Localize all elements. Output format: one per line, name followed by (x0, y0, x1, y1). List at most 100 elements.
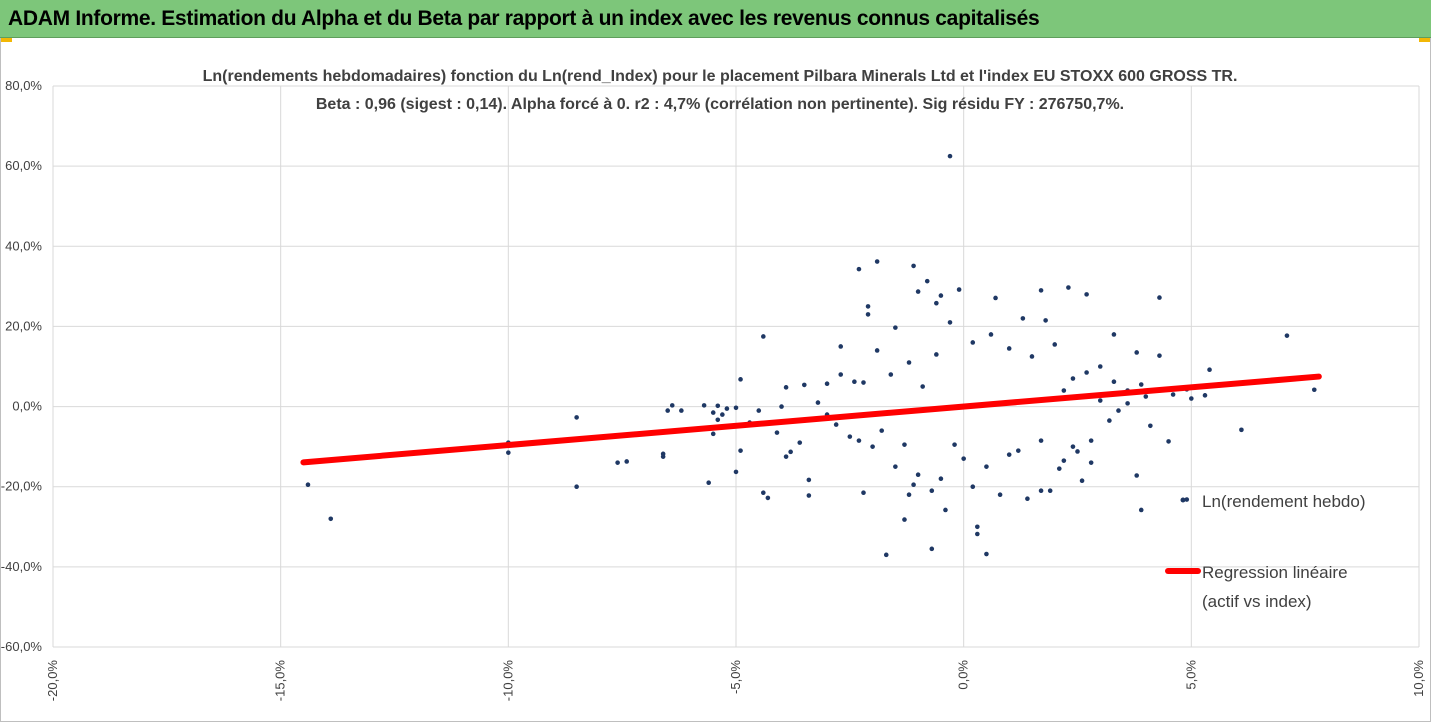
data-point (1116, 408, 1121, 413)
data-point (865, 304, 871, 309)
data-point (1061, 388, 1067, 393)
data-point (715, 417, 721, 423)
data-point (1170, 392, 1176, 397)
data-point (1038, 288, 1044, 293)
data-point (1138, 382, 1144, 387)
data-point (934, 300, 939, 306)
data-point (720, 412, 725, 417)
data-point (1029, 354, 1035, 359)
data-point (761, 334, 766, 339)
data-point (774, 430, 780, 435)
y-tick-label: 20,0% (5, 318, 42, 333)
legend-regression-label-line2: (actif vs index) (1202, 592, 1312, 611)
data-point (893, 464, 898, 469)
report-title: ADAM Informe. Estimation du Alpha et du … (8, 7, 1040, 30)
data-point (879, 428, 885, 433)
data-point (1148, 423, 1153, 429)
data-point (911, 263, 916, 269)
data-point (911, 482, 916, 488)
x-tick-label: 0,0% (956, 660, 971, 690)
data-point (1016, 448, 1021, 453)
data-point (902, 517, 907, 522)
data-point (970, 340, 976, 345)
data-point (906, 492, 912, 498)
data-point (847, 434, 853, 439)
data-point (1084, 292, 1089, 297)
data-point (947, 320, 953, 325)
regression-line (300, 373, 1322, 466)
data-point (706, 480, 711, 486)
data-point (934, 352, 939, 357)
data-point (1038, 488, 1044, 494)
data-point (1070, 376, 1076, 381)
data-point (1061, 458, 1067, 463)
data-point (943, 507, 948, 513)
data-point (783, 385, 789, 390)
data-point (1006, 452, 1012, 457)
data-point (738, 377, 743, 382)
data-point (724, 406, 730, 411)
data-point (906, 360, 912, 365)
data-point (861, 380, 866, 385)
data-point (1097, 364, 1103, 369)
scatter-points (305, 153, 1317, 558)
data-point (1166, 439, 1171, 444)
data-point (679, 408, 684, 413)
data-point (715, 403, 721, 409)
data-point (1043, 318, 1048, 323)
data-point (710, 410, 716, 415)
data-point (1066, 285, 1071, 290)
data-point (833, 422, 839, 427)
regression-line-group (300, 373, 1322, 466)
data-point (1138, 507, 1144, 513)
y-tick-label: 0,0% (12, 399, 42, 414)
data-point (701, 403, 707, 408)
data-point (1284, 333, 1290, 338)
data-point (1134, 473, 1139, 478)
data-point (733, 405, 739, 411)
data-point (975, 531, 980, 537)
data-point (756, 408, 762, 413)
data-point (1111, 332, 1117, 337)
data-point (1079, 478, 1085, 484)
data-point (305, 482, 311, 488)
chart-title-line1: Ln(rendements hebdomadaires) fonction du… (203, 68, 1238, 85)
data-point (838, 344, 844, 349)
y-tick-label: -40,0% (1, 559, 43, 574)
y-tick-label: -20,0% (1, 479, 43, 494)
data-point (806, 477, 812, 483)
corner-mark-right (1419, 38, 1431, 42)
x-tick-label: -15,0% (273, 660, 288, 702)
data-point (988, 332, 994, 337)
data-point (952, 442, 957, 447)
x-tick-label: 10,0% (1411, 660, 1426, 697)
data-point (1052, 342, 1058, 347)
chart-title-line2: Beta : 0,96 (sigest : 0,14). Alpha forcé… (316, 96, 1124, 113)
data-point (1070, 444, 1076, 449)
data-point (1038, 438, 1044, 443)
data-point (574, 484, 579, 490)
data-point (624, 459, 630, 464)
data-point (915, 472, 921, 477)
data-point (1084, 370, 1089, 375)
data-point (665, 408, 670, 413)
data-point (856, 438, 862, 443)
data-point (920, 384, 925, 389)
data-point (1157, 295, 1162, 300)
data-point (956, 287, 962, 292)
data-point (961, 456, 966, 461)
data-point (1202, 393, 1208, 398)
legend-scatter-label: Ln(rendement hebdo) (1202, 492, 1366, 511)
legend-regression-label-line1: Regression linéaire (1202, 563, 1348, 582)
data-point (865, 312, 871, 317)
data-point (856, 266, 862, 272)
data-point (984, 464, 989, 469)
data-point (902, 442, 907, 447)
data-point (506, 450, 511, 455)
data-point (870, 444, 875, 449)
data-point (929, 546, 935, 552)
data-point (915, 289, 921, 294)
x-tick-label: -5,0% (728, 660, 743, 694)
data-point (975, 524, 980, 530)
data-point (1134, 350, 1139, 355)
